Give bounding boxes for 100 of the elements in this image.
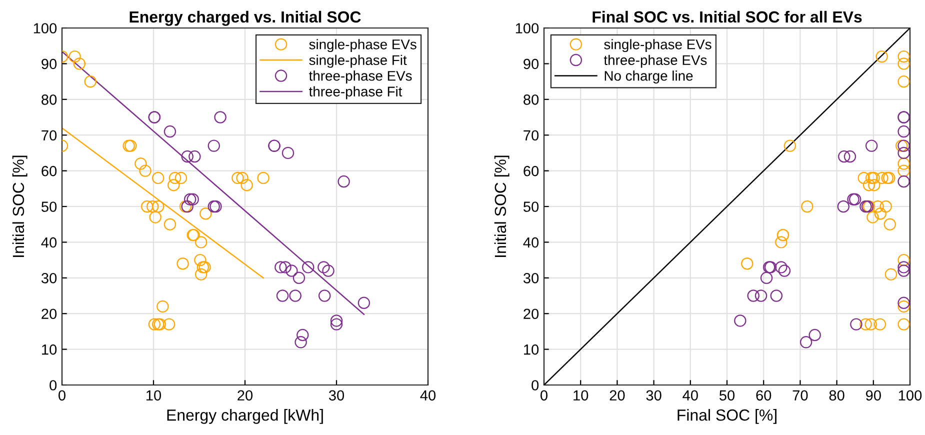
y-tick-label: 40 bbox=[523, 237, 539, 248]
y-tick-label: 10 bbox=[42, 344, 57, 355]
point bbox=[775, 261, 788, 274]
point bbox=[174, 172, 188, 184]
x-tick-label: 90 bbox=[866, 390, 881, 401]
point bbox=[139, 164, 152, 177]
point bbox=[184, 193, 196, 206]
point bbox=[898, 175, 910, 188]
y-tick-label: 40 bbox=[41, 237, 57, 248]
point bbox=[152, 172, 164, 184]
point bbox=[898, 300, 910, 313]
point bbox=[292, 272, 306, 284]
point bbox=[318, 261, 330, 274]
point bbox=[276, 290, 289, 302]
point bbox=[286, 264, 298, 277]
point bbox=[838, 150, 850, 163]
point bbox=[294, 336, 307, 348]
point bbox=[274, 261, 287, 274]
legend-label: three-phase EVs bbox=[604, 54, 707, 68]
point bbox=[282, 146, 294, 160]
x-tick-label: 60 bbox=[756, 390, 772, 401]
legend-label: three-phase EVs bbox=[309, 70, 412, 84]
point bbox=[898, 140, 910, 152]
point bbox=[747, 290, 760, 302]
point bbox=[898, 50, 910, 63]
y-tick-label: 0 bbox=[532, 380, 539, 390]
point bbox=[318, 290, 331, 302]
point bbox=[864, 318, 877, 330]
point bbox=[152, 200, 164, 213]
point bbox=[868, 178, 880, 192]
point bbox=[898, 75, 910, 88]
point bbox=[874, 208, 886, 220]
point bbox=[134, 158, 147, 170]
point bbox=[865, 172, 878, 184]
x-tick-label: 70 bbox=[792, 390, 808, 401]
y-tick-label: 60 bbox=[524, 166, 539, 176]
x-tick-label: 10 bbox=[574, 390, 588, 401]
point bbox=[898, 318, 910, 330]
point bbox=[741, 258, 754, 270]
point bbox=[880, 200, 892, 213]
point bbox=[236, 172, 248, 184]
point bbox=[358, 296, 370, 309]
y-tick-label: 30 bbox=[523, 273, 539, 284]
point bbox=[876, 172, 888, 184]
chart-title: Final SOC vs. Initial SOC for all EVs bbox=[592, 10, 862, 23]
point bbox=[895, 140, 908, 152]
point bbox=[754, 290, 768, 302]
point bbox=[73, 58, 86, 70]
point bbox=[874, 318, 886, 330]
point bbox=[186, 193, 199, 206]
y-tick-label: 100 bbox=[34, 23, 57, 34]
x-tick-label: 10 bbox=[146, 390, 162, 401]
point bbox=[837, 200, 850, 213]
point bbox=[194, 236, 208, 248]
point bbox=[844, 150, 856, 163]
point bbox=[775, 236, 788, 248]
point bbox=[168, 178, 180, 192]
point bbox=[208, 140, 220, 152]
point bbox=[164, 125, 176, 138]
point bbox=[322, 264, 334, 277]
point bbox=[168, 172, 182, 184]
point bbox=[148, 318, 161, 330]
point bbox=[800, 336, 812, 348]
point bbox=[257, 172, 270, 184]
point bbox=[778, 264, 791, 277]
point bbox=[770, 290, 783, 302]
point bbox=[302, 261, 314, 274]
y-tick-label: 20 bbox=[42, 308, 57, 320]
point bbox=[296, 328, 309, 342]
point bbox=[898, 264, 910, 277]
point bbox=[808, 328, 821, 342]
legend-label: three-phase Fit bbox=[309, 86, 402, 100]
point bbox=[884, 268, 898, 280]
point bbox=[140, 200, 154, 213]
y-tick-label: 70 bbox=[524, 130, 539, 141]
point bbox=[181, 150, 194, 163]
point bbox=[860, 318, 872, 330]
point bbox=[176, 258, 189, 270]
y-tick-label: 70 bbox=[42, 130, 57, 141]
y-tick-label: 90 bbox=[42, 58, 57, 70]
x-tick-label: 0 bbox=[540, 390, 548, 401]
point bbox=[289, 290, 302, 302]
point bbox=[200, 208, 212, 220]
point bbox=[734, 314, 746, 327]
point bbox=[214, 111, 226, 124]
y-tick-label: 60 bbox=[42, 166, 57, 176]
point bbox=[898, 158, 910, 170]
legend-label: single-phase EVs bbox=[604, 39, 712, 52]
x-axis-title: Final SOC [%] bbox=[678, 409, 776, 424]
x-tick-label: 20 bbox=[238, 390, 253, 401]
point bbox=[338, 175, 350, 188]
y-axis-title: Initial SOC [%] bbox=[494, 156, 510, 257]
point bbox=[866, 211, 879, 224]
point bbox=[801, 200, 814, 213]
point bbox=[330, 314, 343, 327]
point bbox=[84, 75, 96, 88]
point bbox=[149, 211, 162, 224]
x-tick-label: 30 bbox=[646, 390, 662, 401]
x-tick-label: 20 bbox=[610, 390, 625, 401]
point bbox=[898, 296, 910, 309]
